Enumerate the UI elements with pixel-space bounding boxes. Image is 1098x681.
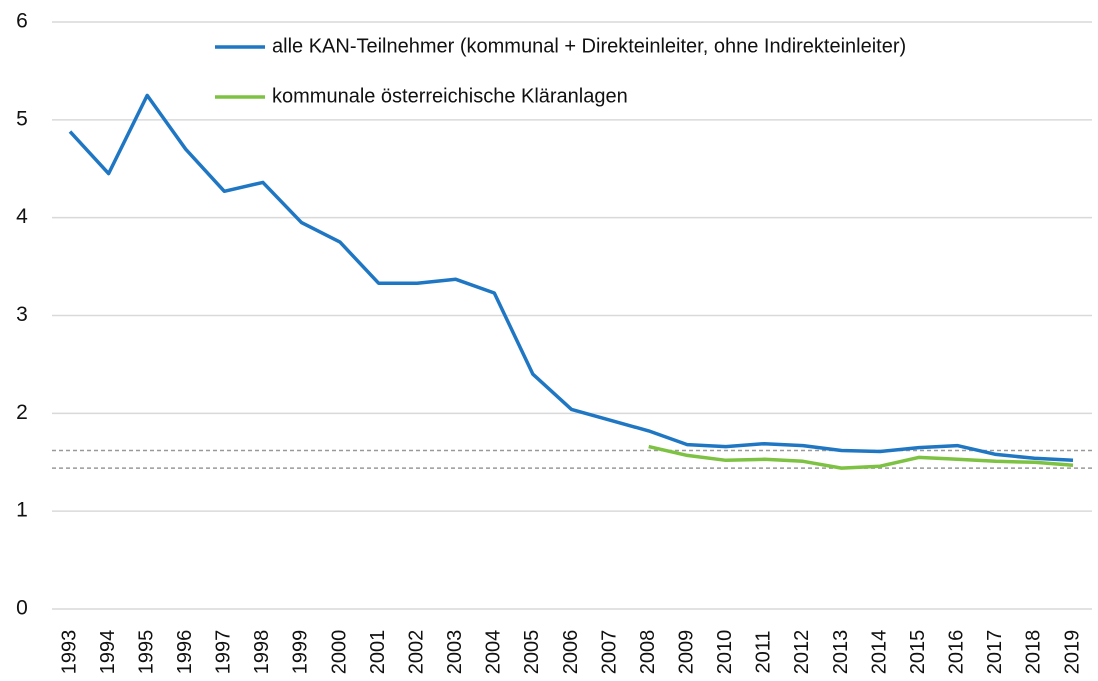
x-tick-label: 1998 bbox=[251, 630, 273, 675]
x-tick-label: 1999 bbox=[290, 630, 312, 675]
y-tick-label: 2 bbox=[16, 401, 28, 424]
x-tick-label: 2000 bbox=[328, 630, 350, 675]
x-tick-label: 2004 bbox=[483, 630, 505, 675]
y-tick-label: 5 bbox=[16, 107, 28, 130]
series-line bbox=[648, 444, 1074, 470]
x-tick-label: 2013 bbox=[830, 630, 852, 675]
x-tick-label: 2014 bbox=[868, 630, 890, 675]
x-tick-label: 2007 bbox=[598, 630, 620, 675]
x-tick-label: 2011 bbox=[753, 630, 775, 673]
x-tick-label: 1994 bbox=[97, 630, 119, 675]
y-tick-label: 4 bbox=[16, 205, 28, 228]
x-tick-label: 2012 bbox=[791, 630, 813, 675]
x-tick-label: 2008 bbox=[637, 630, 659, 675]
x-tick-label: 2003 bbox=[444, 630, 466, 675]
x-tick-label: 2006 bbox=[560, 630, 582, 675]
y-tick-label: 6 bbox=[16, 10, 28, 33]
x-tick-label: 2018 bbox=[1023, 630, 1045, 675]
x-tick-label: 2015 bbox=[907, 630, 929, 675]
series-line bbox=[68, 93, 1074, 463]
x-tick-label: 2010 bbox=[714, 630, 736, 675]
x-tick-label: 1995 bbox=[135, 630, 157, 675]
legend-label: alle KAN-Teilnehmer (kommunal + Direktei… bbox=[272, 35, 906, 57]
y-tick-label: 0 bbox=[16, 597, 28, 620]
x-tick-label: 2005 bbox=[521, 630, 543, 675]
x-tick-label: 2017 bbox=[984, 630, 1006, 675]
x-tick-label: 2019 bbox=[1061, 630, 1083, 675]
x-tick-label: 1993 bbox=[58, 630, 80, 675]
legend-label: kommunale österreichische Kläranlagen bbox=[272, 85, 628, 107]
x-tick-label: 2001 bbox=[367, 630, 389, 675]
x-tick-label: 2016 bbox=[946, 630, 968, 675]
x-tick-label: 2009 bbox=[676, 630, 698, 675]
x-tick-label: 2002 bbox=[405, 630, 427, 675]
y-tick-label: 3 bbox=[16, 303, 28, 326]
x-tick-label: 1996 bbox=[174, 630, 196, 675]
y-tick-label: 1 bbox=[16, 499, 28, 522]
x-tick-label: 1997 bbox=[213, 630, 235, 675]
